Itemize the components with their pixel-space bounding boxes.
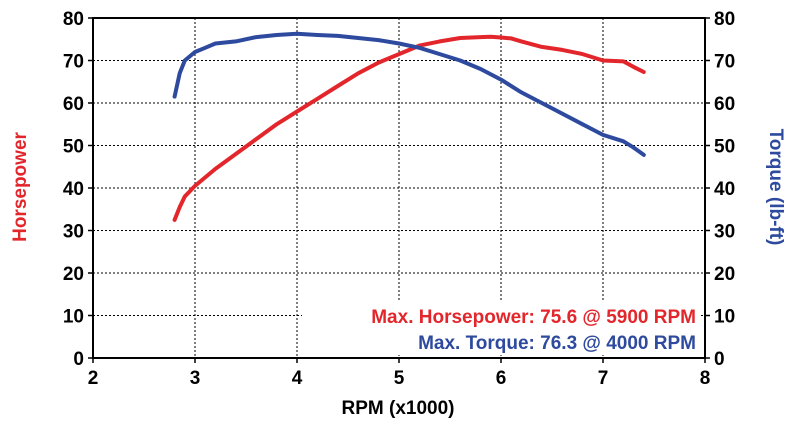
x-tick-label: 4 xyxy=(292,368,303,389)
x-tick-label: 8 xyxy=(700,368,711,389)
max-torque-annotation: Max. Torque: 76.3 @ 4000 RPM xyxy=(418,333,696,354)
x-tick-label: 6 xyxy=(496,368,507,389)
x-tick-label: 5 xyxy=(394,368,405,389)
y-left-tick-label: 70 xyxy=(63,52,84,73)
horsepower-line xyxy=(172,34,646,222)
series-lines xyxy=(172,31,646,222)
x-axis-label: RPM (x1000) xyxy=(342,398,455,419)
y-axis-left-label: Horsepower xyxy=(10,131,31,241)
y-right-tick-label: 0 xyxy=(714,349,725,370)
y-right-tick-label: 50 xyxy=(714,137,735,158)
y-left-tick-label: 30 xyxy=(63,222,84,243)
torque-line xyxy=(172,31,646,157)
x-tick-label: 2 xyxy=(88,368,99,389)
y-left-tick-label: 80 xyxy=(63,9,84,30)
y-right-tick-label: 60 xyxy=(714,94,735,115)
y-left-tick-label: 40 xyxy=(63,179,84,200)
y-left-tick-label: 10 xyxy=(63,307,84,328)
y-left-tick-label: 50 xyxy=(63,137,84,158)
x-tick-label: 3 xyxy=(190,368,201,389)
y-right-tick-label: 10 xyxy=(714,307,735,328)
y-left-tick-label: 60 xyxy=(63,94,84,115)
y-right-tick-label: 80 xyxy=(714,9,735,30)
y-left-tick-label: 20 xyxy=(63,264,84,285)
y-right-tick-label: 30 xyxy=(714,222,735,243)
annotation-box xyxy=(302,300,700,355)
y-right-tick-label: 40 xyxy=(714,179,735,200)
y-axis-right-label: Torque (lb-ft) xyxy=(765,129,786,246)
x-tick-label: 7 xyxy=(598,368,609,389)
y-right-tick-label: 20 xyxy=(714,264,735,285)
y-right-tick-label: 70 xyxy=(714,52,735,73)
max-horsepower-annotation: Max. Horsepower: 75.6 @ 5900 RPM xyxy=(371,307,696,328)
y-left-tick-label: 0 xyxy=(73,349,84,370)
